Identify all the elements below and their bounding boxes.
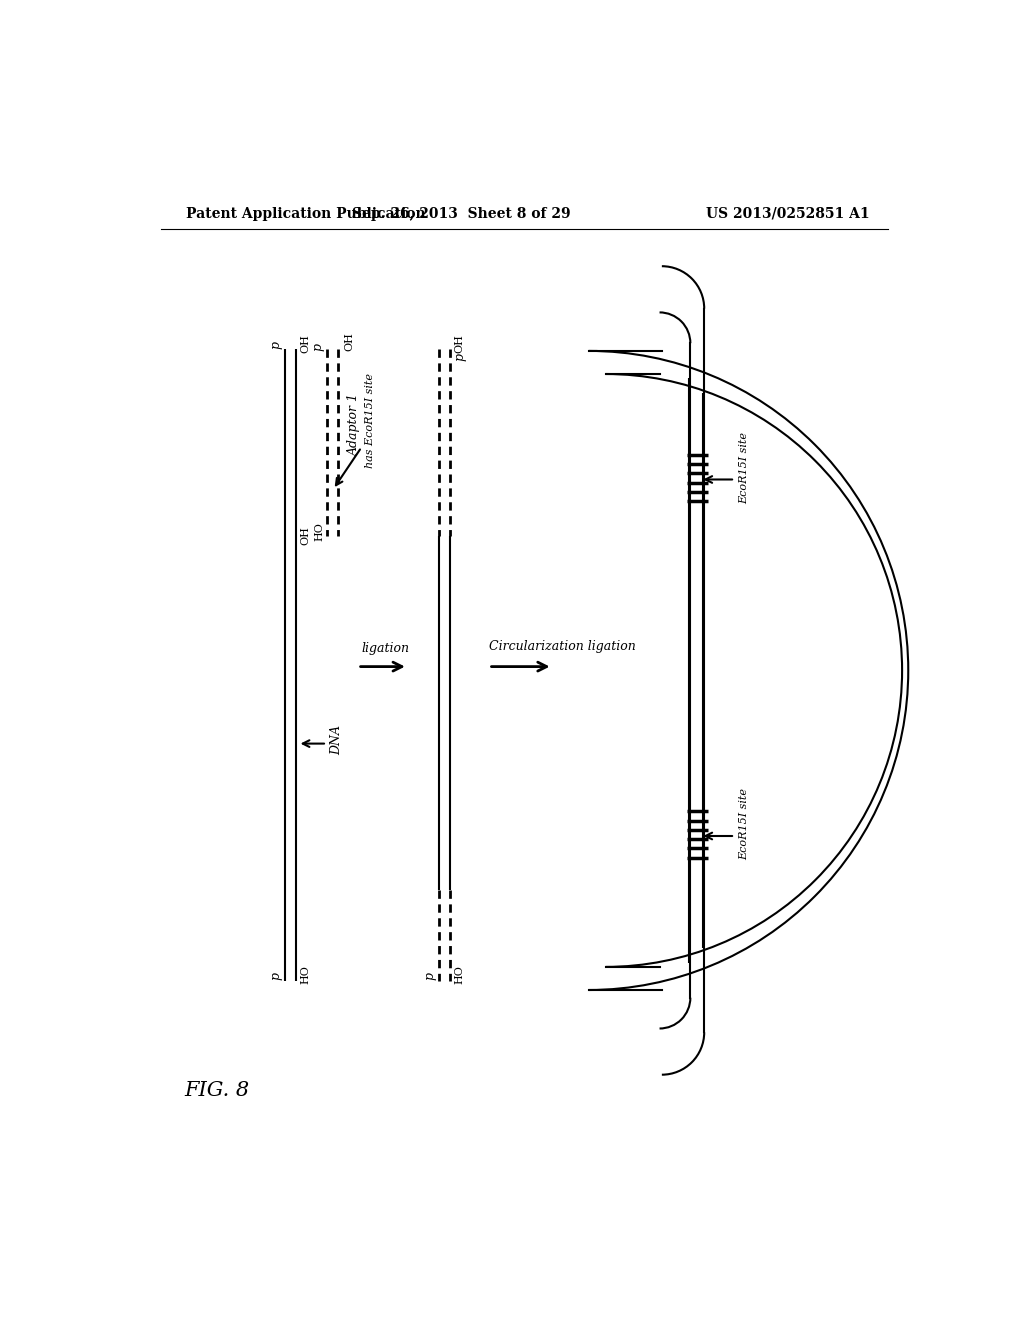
Text: p: p <box>269 972 283 981</box>
Text: OH: OH <box>345 333 354 351</box>
Text: DNA: DNA <box>330 725 343 755</box>
Text: p: p <box>454 352 467 362</box>
Text: p: p <box>269 341 283 348</box>
Text: EcoR15I site: EcoR15I site <box>739 788 749 861</box>
Text: ligation: ligation <box>361 642 410 655</box>
Text: Adaptor 1: Adaptor 1 <box>348 392 360 455</box>
Text: OH: OH <box>454 334 464 352</box>
Text: HO: HO <box>300 965 310 983</box>
Text: p: p <box>311 343 325 351</box>
Text: has EcoR15I site: has EcoR15I site <box>366 372 376 467</box>
Text: EcoR15I site: EcoR15I site <box>739 432 749 504</box>
Text: HO: HO <box>454 965 464 983</box>
Text: FIG. 8: FIG. 8 <box>184 1081 250 1100</box>
Text: HO: HO <box>314 523 325 541</box>
Text: p: p <box>423 972 436 981</box>
Text: OH: OH <box>300 334 310 352</box>
Text: OH: OH <box>300 527 310 545</box>
Text: US 2013/0252851 A1: US 2013/0252851 A1 <box>707 207 869 220</box>
Text: Sep. 26, 2013  Sheet 8 of 29: Sep. 26, 2013 Sheet 8 of 29 <box>352 207 571 220</box>
Text: Circularization ligation: Circularization ligation <box>489 640 636 653</box>
Text: Patent Application Publication: Patent Application Publication <box>186 207 426 220</box>
